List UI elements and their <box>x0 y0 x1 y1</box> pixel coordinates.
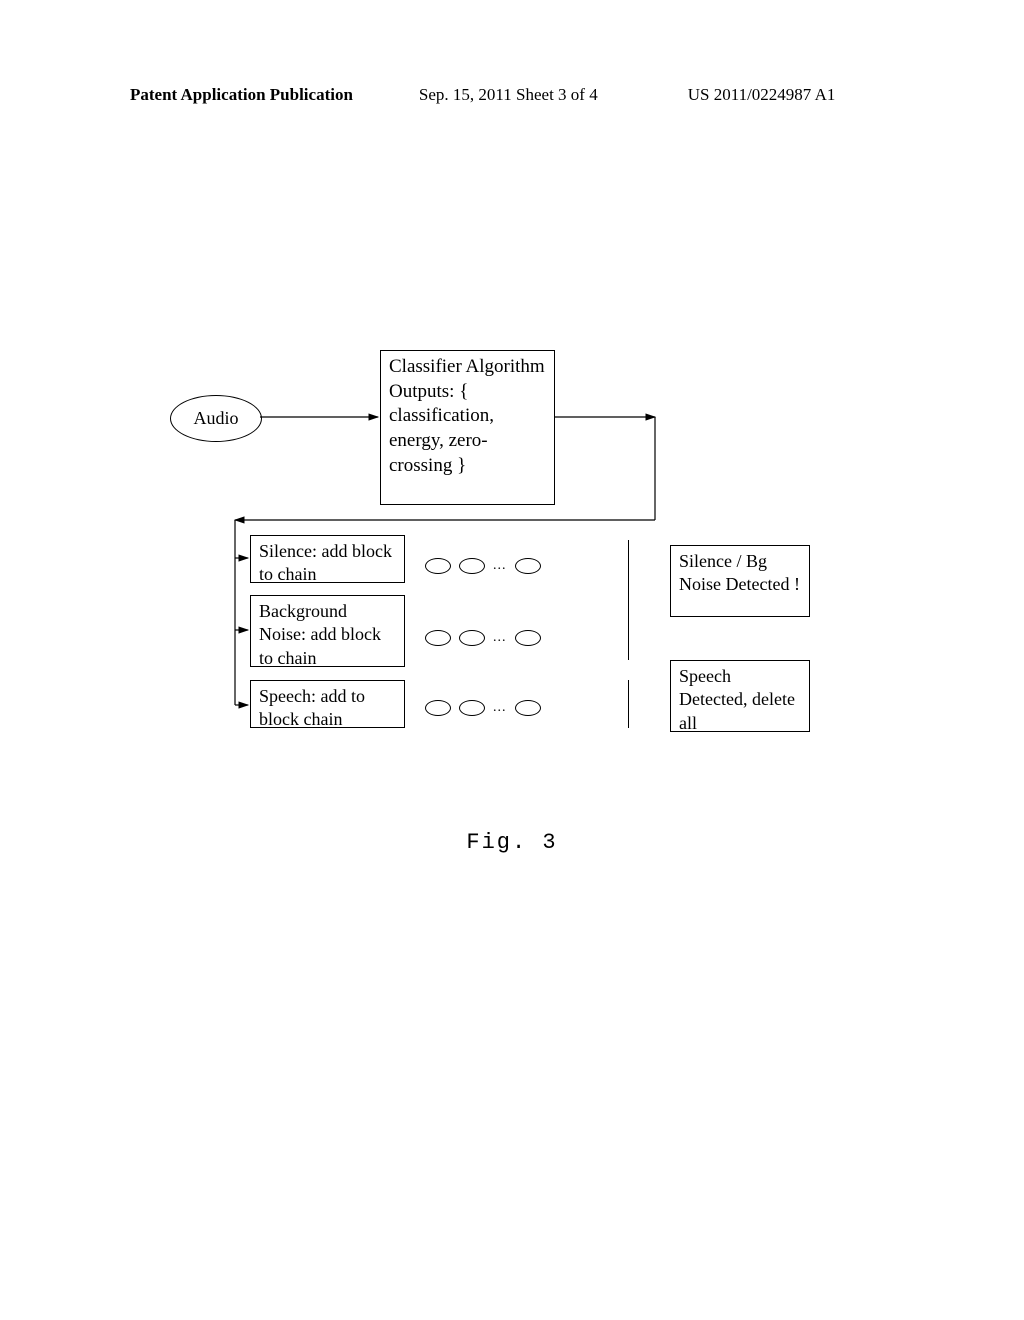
speech-box: Speech: add to block chain <box>250 680 405 728</box>
classifier-text: Classifier Algorithm Outputs: { classifi… <box>389 356 545 476</box>
chain-oval <box>425 700 451 716</box>
audio-label: Audio <box>194 408 239 429</box>
chain-ellipsis: ... <box>493 700 507 716</box>
chain-row-bg: ... <box>425 630 541 646</box>
chain-row-silence: ... <box>425 558 541 574</box>
chain-oval <box>515 558 541 574</box>
silence-text: Silence: add block to chain <box>259 541 392 584</box>
chain-ellipsis: ... <box>493 558 507 574</box>
audio-node: Audio <box>170 395 262 442</box>
chain-oval <box>459 700 485 716</box>
threshold-line-2 <box>628 680 629 728</box>
chain-oval <box>515 700 541 716</box>
result-silence-bg-box: Silence / Bg Noise Detected ! <box>670 545 810 617</box>
chain-oval <box>459 558 485 574</box>
flow-diagram: Audio Classifier Algorithm Outputs: { cl… <box>150 350 870 780</box>
classifier-box: Classifier Algorithm Outputs: { classifi… <box>380 350 555 505</box>
result1-text: Silence / Bg Noise Detected ! <box>679 551 800 594</box>
header-right: US 2011/0224987 A1 <box>688 85 836 105</box>
chain-ellipsis: ... <box>493 630 507 646</box>
result2-text: Speech Detected, delete all <box>679 666 795 733</box>
bg-noise-box: Background Noise: add block to chain <box>250 595 405 667</box>
speech-text: Speech: add to block chain <box>259 686 365 729</box>
chain-oval <box>425 558 451 574</box>
header-center: Sep. 15, 2011 Sheet 3 of 4 <box>419 85 598 105</box>
chain-oval <box>459 630 485 646</box>
bg-text: Background Noise: add block to chain <box>259 601 381 668</box>
result-speech-box: Speech Detected, delete all <box>670 660 810 732</box>
header-left: Patent Application Publication <box>130 85 353 105</box>
page-header: Patent Application Publication Sep. 15, … <box>0 85 1024 105</box>
threshold-line-1 <box>628 540 629 660</box>
chain-oval <box>425 630 451 646</box>
silence-box: Silence: add block to chain <box>250 535 405 583</box>
chain-oval <box>515 630 541 646</box>
figure-caption: Fig. 3 <box>0 830 1024 855</box>
chain-row-speech: ... <box>425 700 541 716</box>
